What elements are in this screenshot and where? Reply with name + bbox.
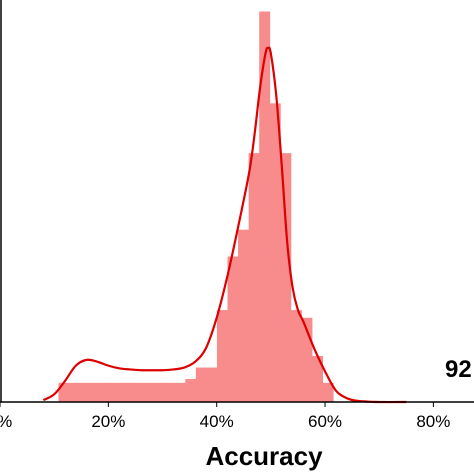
histogram-bar xyxy=(259,11,271,402)
histogram-bar xyxy=(206,367,218,402)
histogram-bar xyxy=(153,382,165,402)
histogram-bar xyxy=(164,382,176,402)
x-tick-label: 20% xyxy=(91,412,125,431)
histogram-bar xyxy=(69,382,81,402)
histogram-bar xyxy=(90,382,102,402)
kde-curve xyxy=(42,46,407,404)
histogram-bar xyxy=(238,229,250,402)
histogram-bar xyxy=(100,382,112,402)
histogram-bar xyxy=(185,379,197,402)
histogram-bar xyxy=(111,382,123,402)
histogram-bar xyxy=(143,382,154,402)
histogram-bars xyxy=(58,11,334,402)
histogram-bar xyxy=(132,382,144,402)
histogram-bar xyxy=(121,382,133,402)
annotation-text: 92 xyxy=(445,356,472,383)
histogram-bar xyxy=(248,153,260,402)
histogram-bar xyxy=(79,382,91,402)
histogram-bar xyxy=(269,103,281,402)
histogram-bar xyxy=(174,382,186,402)
x-tick-label: 0% xyxy=(0,412,12,431)
x-tick-label: 80% xyxy=(416,412,450,431)
x-axis-ticks: 0% 20% 40% 60% 80% xyxy=(0,402,450,431)
x-tick-label: 40% xyxy=(200,412,234,431)
histogram-bar xyxy=(322,382,334,402)
histogram-bar xyxy=(216,310,228,402)
histogram-bar xyxy=(195,367,207,402)
histogram-bar xyxy=(290,310,302,402)
histogram-bar xyxy=(301,317,313,402)
histogram-bar xyxy=(58,382,70,402)
histogram-bar xyxy=(312,356,323,402)
histogram-bar xyxy=(227,256,239,402)
histogram-bar xyxy=(280,153,292,402)
x-axis-label: Accuracy xyxy=(205,441,323,471)
x-tick-label: 60% xyxy=(308,412,342,431)
